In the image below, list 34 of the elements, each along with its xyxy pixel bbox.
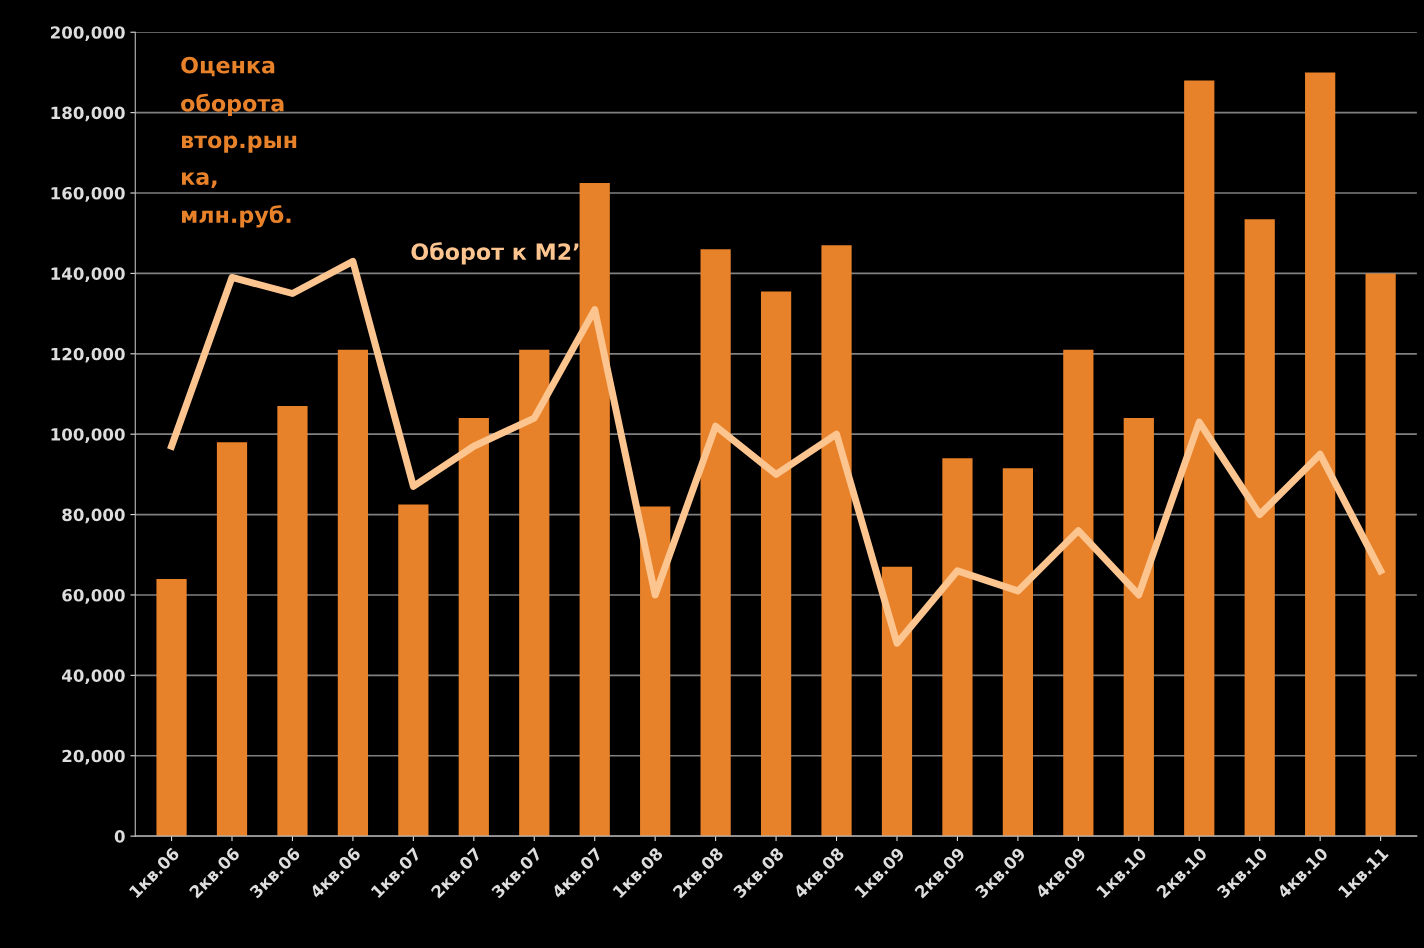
bar <box>156 578 187 837</box>
bar <box>1305 72 1336 837</box>
text: Оценка оборота втор.рын ка, млн.руб. <box>181 56 297 228</box>
y-tick-label: 80,000 <box>62 508 125 524</box>
y-tick-label: 100,000 <box>51 428 125 443</box>
bar <box>458 418 489 837</box>
y-tick-label: 200,000 <box>50 26 125 41</box>
y-tick-label: 40,000 <box>62 669 125 685</box>
bar <box>1244 219 1275 837</box>
bar <box>821 245 852 837</box>
bar <box>1002 468 1033 837</box>
bar <box>519 349 550 837</box>
y-tick-label: 180,000 <box>51 106 125 122</box>
bar <box>1365 273 1396 837</box>
bar <box>579 182 610 837</box>
y-tick-label: 60,000 <box>62 588 125 604</box>
bar <box>216 442 248 837</box>
bar <box>398 504 429 837</box>
bar <box>1184 80 1215 837</box>
text: Оборот к М2’ <box>411 242 579 265</box>
bar <box>1123 418 1154 837</box>
bar <box>277 406 308 837</box>
y-tick-label: 160,000 <box>51 186 125 202</box>
y-tick-label: 0 <box>114 830 125 843</box>
bar <box>700 249 731 837</box>
y-tick-label: 140,000 <box>51 267 125 283</box>
bar <box>881 566 913 837</box>
bar <box>640 506 671 837</box>
bar <box>942 458 973 837</box>
bar <box>337 349 369 837</box>
y-tick-label: 120,000 <box>51 347 125 363</box>
bar <box>1063 349 1094 837</box>
y-tick-label: 20,000 <box>62 749 125 765</box>
bar <box>760 291 792 837</box>
